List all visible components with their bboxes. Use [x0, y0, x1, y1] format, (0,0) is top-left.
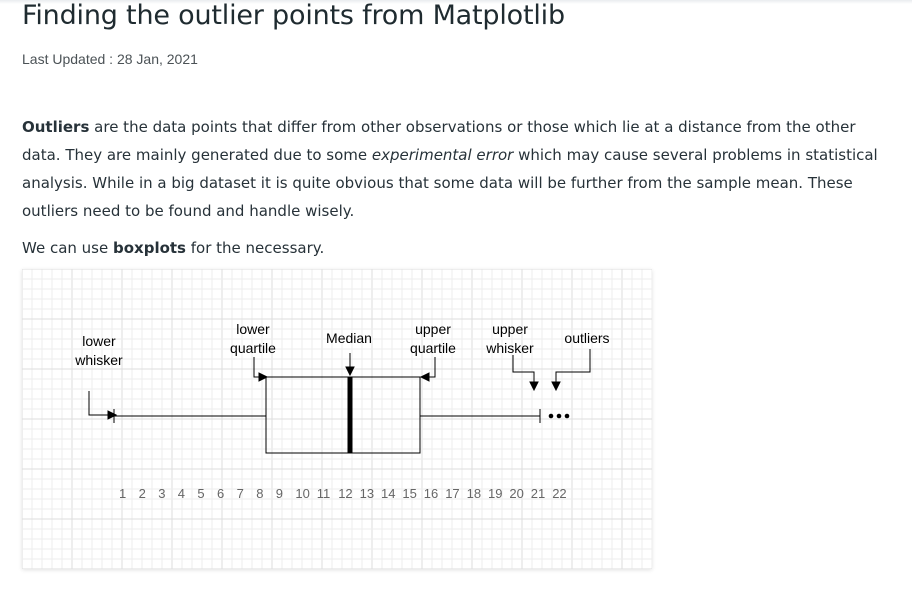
scale-tick-labels: 1 2 3 4 5 6 7 8 9 10 11 12 13 14 15 16 17 18 19 20 21 22 [119, 486, 567, 501]
label-lower-quartile-2: quartile [230, 340, 276, 356]
para2-text-a: We can use [22, 239, 113, 257]
boxplot-shape [113, 376, 541, 454]
label-upper-whisker-1: upper [492, 321, 528, 337]
scale-tick-label: 13 [360, 486, 374, 501]
scale-tick-label: 22 [552, 486, 566, 501]
lower-whisker-arrowhead [107, 410, 118, 420]
emph-experimental-error: experimental error [371, 146, 514, 164]
diagram-labels: lower whisker lower quartile Median uppe… [74, 321, 609, 368]
scale-tick-label: 14 [381, 486, 395, 501]
upper-quartile-pointer [427, 357, 436, 378]
para1-text-b: which may cause several problems in stat… [22, 146, 878, 220]
scale-tick-label: 19 [488, 486, 502, 501]
upper-whisker-pointer [512, 355, 535, 382]
box [265, 376, 421, 454]
para2-text-b: for the necessary. [186, 239, 325, 257]
outlier-point [556, 413, 562, 419]
grid [22, 269, 652, 569]
label-lower-whisker-2: whisker [74, 352, 123, 368]
scale-tick-label: 4 [178, 486, 185, 501]
scale-tick-label: 11 [317, 486, 331, 501]
outliers-arrowhead [551, 381, 561, 392]
paragraph-outliers: Outliers are the data points that differ… [22, 113, 882, 225]
label-upper-whisker-2: whisker [485, 340, 534, 356]
lower-whisker-pointer [88, 391, 112, 416]
boxplot-diagram: lower whisker lower quartile Median uppe… [22, 269, 652, 569]
label-lower-whisker-1: lower [82, 333, 116, 349]
label-upper-quartile-2: quartile [410, 340, 456, 356]
scale-tick-label: 17 [445, 486, 459, 501]
paragraph-boxplots: We can use boxplots for the necessary. [22, 234, 324, 262]
scale-tick-label: 1 [119, 486, 126, 501]
term-outliers: Outliers [22, 118, 90, 136]
header-shadow [0, 0, 912, 4]
scale-tick-label: 20 [509, 486, 523, 501]
scale-tick-label: 18 [467, 486, 481, 501]
scale-tick-label: 10 [295, 486, 309, 501]
lower-quartile-arrowhead [258, 372, 269, 382]
label-outliers: outliers [564, 330, 609, 346]
scale-tick-label: 3 [158, 486, 165, 501]
scale-tick-label: 12 [338, 486, 352, 501]
term-boxplots: boxplots [112, 239, 186, 257]
scale-tick-label: 8 [256, 486, 263, 501]
label-median: Median [326, 330, 372, 346]
pointer-arrows [88, 349, 591, 420]
median-arrowhead [345, 366, 355, 377]
last-updated: Last Updated : 28 Jan, 2021 [22, 51, 198, 67]
label-upper-quartile-1: upper [415, 321, 451, 337]
label-lower-quartile-1: lower [236, 321, 270, 337]
boxplot-diagram-svg: lower whisker lower quartile Median uppe… [22, 269, 652, 569]
scale-tick-label: 2 [139, 486, 146, 501]
article-title: Finding the outlier points from Matplotl… [22, 0, 565, 31]
outlier-point [548, 413, 554, 419]
scale-tick-label: 6 [217, 486, 224, 501]
upper-whisker-arrowhead [529, 381, 539, 392]
scale-tick-label: 7 [237, 486, 244, 501]
scale-tick-label: 15 [402, 486, 416, 501]
scale-tick-label: 9 [276, 486, 283, 501]
outliers-pointer [555, 349, 591, 382]
outlier-point [564, 413, 570, 419]
para1-text-a: are the data points that differ from oth… [22, 118, 856, 164]
scale-tick-label: 21 [531, 486, 545, 501]
scale-tick-label: 16 [424, 486, 438, 501]
upper-quartile-arrowhead [419, 372, 430, 382]
scale-tick-label: 5 [197, 486, 204, 501]
